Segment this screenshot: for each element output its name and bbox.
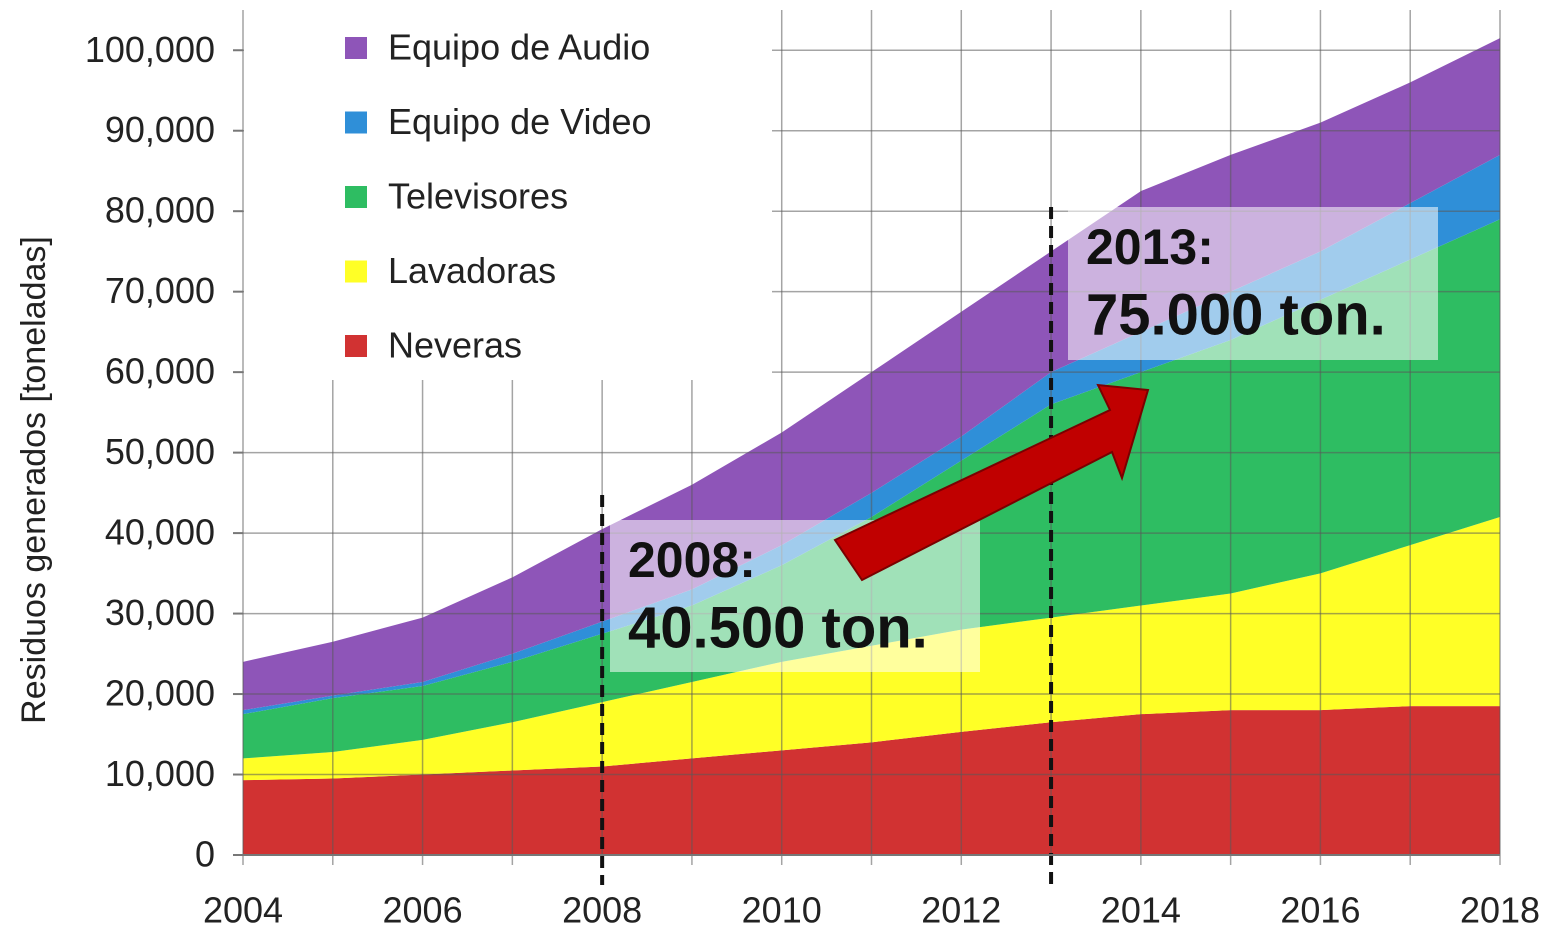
y-tick-label: 40,000 <box>105 512 215 553</box>
y-tick-label: 80,000 <box>105 190 215 231</box>
y-tick-label: 10,000 <box>105 753 215 794</box>
x-tick-label: 2014 <box>1101 890 1181 931</box>
legend-background <box>244 8 772 380</box>
annotation-text: 75.000 ton. <box>1086 282 1386 347</box>
legend-label: Equipo de Video <box>388 101 652 142</box>
arrow <box>833 383 1150 582</box>
x-tick-label: 2012 <box>921 890 1001 931</box>
annotation-year: 2013: <box>1086 219 1214 275</box>
area <box>243 219 1500 759</box>
x-tick-label: 2004 <box>203 890 283 931</box>
legend-swatch <box>345 335 367 357</box>
legend-label: Equipo de Audio <box>388 27 650 68</box>
legend-swatch <box>345 186 367 208</box>
legend-label: Televisores <box>388 176 568 217</box>
legend-swatch <box>345 260 367 283</box>
y-tick-label: 100,000 <box>85 29 215 70</box>
x-tick-label: 2006 <box>383 890 463 931</box>
x-tick-label: 2016 <box>1280 890 1360 931</box>
x-tick-label: 2010 <box>742 890 822 931</box>
annotation-box <box>1068 207 1438 360</box>
legend-swatch <box>345 111 367 134</box>
y-tick-label: 70,000 <box>105 270 215 311</box>
x-tick-label: 2008 <box>562 890 642 931</box>
annotations: 2008: 40.500 ton. 2013: 75.000 ton. <box>600 207 1438 885</box>
axes: 0 10,000 20,000 30,000 40,000 50,000 60,000 70,… <box>85 29 1540 931</box>
annotation-year: 2008: <box>628 532 756 588</box>
legend-label: Neveras <box>388 325 522 366</box>
y-tick-label: 60,000 <box>105 351 215 392</box>
y-tick-label: 30,000 <box>105 592 215 633</box>
legend-swatch <box>345 37 367 59</box>
y-tick-label: 90,000 <box>105 109 215 150</box>
y-axis-label: Residuos generados [toneladas] <box>15 236 53 724</box>
y-tick-label: 0 <box>195 834 215 875</box>
y-tick-label: 20,000 <box>105 673 215 714</box>
annotation-text: 40.500 ton. <box>628 595 928 660</box>
y-tick-label: 50,000 <box>105 431 215 472</box>
legend-label: Lavadoras <box>388 250 556 291</box>
legend: Equipo de Audio Equipo de Video Televisore… <box>345 27 652 366</box>
x-tick-label: 2018 <box>1460 890 1540 931</box>
